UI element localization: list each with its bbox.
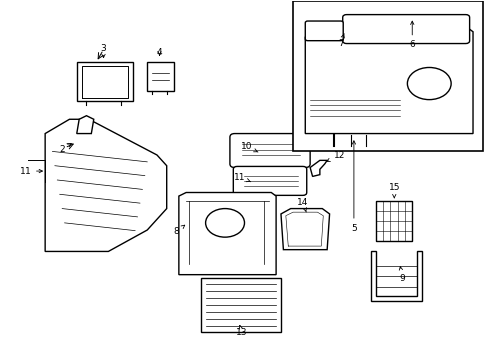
Text: 11: 11 [233, 173, 250, 182]
Text: 1: 1 [25, 167, 42, 176]
Text: 6: 6 [408, 21, 414, 49]
Polygon shape [201, 278, 281, 332]
Text: 5: 5 [350, 141, 356, 233]
Polygon shape [147, 62, 174, 91]
Text: 9: 9 [399, 267, 405, 283]
Circle shape [205, 208, 244, 237]
Text: 7: 7 [337, 33, 344, 48]
Polygon shape [179, 193, 276, 275]
Polygon shape [370, 251, 421, 301]
Text: 8: 8 [173, 225, 184, 236]
Text: 12: 12 [326, 151, 345, 162]
Polygon shape [45, 119, 166, 251]
Polygon shape [77, 62, 132, 102]
Polygon shape [281, 208, 329, 249]
Polygon shape [305, 24, 472, 134]
Text: 13: 13 [236, 325, 247, 337]
FancyBboxPatch shape [229, 134, 309, 167]
FancyBboxPatch shape [305, 21, 343, 41]
Bar [375, 202, 411, 241]
Bar [292, 1, 482, 152]
Polygon shape [309, 160, 326, 176]
Polygon shape [77, 116, 94, 134]
Text: 15: 15 [387, 183, 399, 198]
Text: 10: 10 [241, 142, 258, 152]
FancyBboxPatch shape [233, 166, 306, 195]
Text: 14: 14 [297, 198, 308, 212]
Text: 4: 4 [156, 48, 162, 57]
Text: 1: 1 [20, 167, 26, 176]
FancyBboxPatch shape [342, 15, 468, 44]
Circle shape [407, 67, 450, 100]
Text: 3: 3 [101, 44, 106, 58]
Text: 2: 2 [59, 144, 71, 154]
